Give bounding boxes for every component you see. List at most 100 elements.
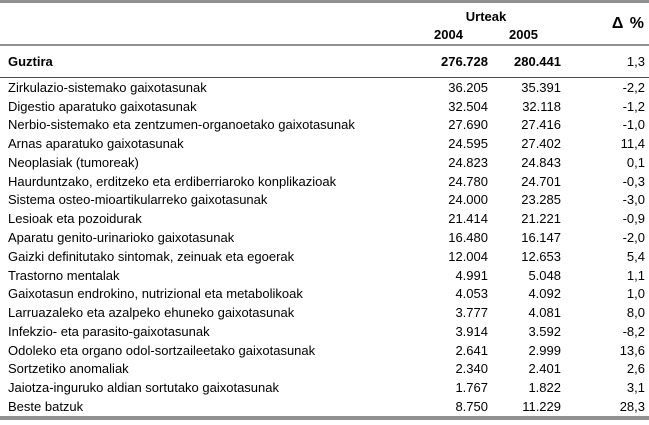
value-2004: 2.340: [455, 361, 488, 377]
value-delta: 1,0: [626, 286, 645, 302]
value-2004: 36.205: [448, 79, 488, 95]
value-delta: -3,0: [622, 192, 645, 208]
value-delta: 3,1: [626, 380, 645, 396]
value-2005: 23.285: [521, 192, 561, 208]
value-2005: 24.701: [521, 173, 561, 189]
value-2005: 3.592: [528, 323, 561, 339]
row-label: Arnas aparatuko gaixotasunak: [8, 136, 184, 152]
value-delta: -8,2: [622, 323, 645, 339]
value-2005: 12.653: [521, 248, 561, 264]
top-rule: [0, 0, 649, 3]
value-2005: 2.401: [528, 361, 561, 377]
value-2004: 4.991: [455, 267, 488, 283]
total-value-2005: 280.441: [514, 54, 561, 69]
value-delta: 5,4: [626, 248, 645, 264]
table-row: Arnas aparatuko gaixotasunak 24.595 27.4…: [0, 134, 649, 153]
table-row: Larruazaleko eta azalpeko ehuneko gaixot…: [0, 303, 649, 322]
value-2005: 27.402: [521, 136, 561, 152]
total-value-delta: 1,3: [626, 54, 645, 69]
column-header-2005: 2005: [509, 27, 538, 42]
value-2005: 1.822: [528, 380, 561, 396]
table-row: Jaiotza-inguruko aldian sortutako gaixot…: [0, 378, 649, 397]
value-2004: 27.690: [448, 117, 488, 133]
value-2005: 4.081: [528, 305, 561, 321]
row-label: Aparatu genito-urinarioko gaixotasunak: [8, 230, 235, 245]
table-row: Sistema osteo-mioartikularreko gaixotasu…: [0, 191, 649, 210]
value-2005: 4.092: [528, 286, 561, 302]
row-label: Gaixotasun endrokino, nutrizional eta me…: [8, 286, 303, 302]
header-spacer: [0, 3, 411, 44]
table-row: Infekzio- eta parasito-gaixotasunak 3.91…: [0, 322, 649, 341]
value-2005: 2.999: [528, 342, 561, 358]
row-label: Sistema osteo-mioartikularreko gaixotasu…: [8, 192, 268, 208]
value-2004: 8.750: [455, 398, 488, 414]
value-delta: 1,1: [626, 267, 645, 283]
table-body: Zirkulazio-sistemako gaixotasunak 36.205…: [0, 78, 649, 416]
value-delta: 8,0: [626, 305, 645, 321]
table-header: Urteak 2004 2005 Δ %: [0, 3, 649, 44]
table-row: Neoplasiak (tumoreak) 24.823 24.843 0,1: [0, 153, 649, 172]
value-2005: 27.416: [521, 117, 561, 133]
value-delta: -0,9: [622, 211, 645, 227]
table-row: Beste batzuk 8.750 11.229 28,3: [0, 397, 649, 416]
total-row: Guztira 276.728 280.441 1,3: [0, 46, 649, 77]
value-2004: 3.777: [455, 305, 488, 321]
row-label: Gaizki definitutako sintomak, zeinuak et…: [8, 248, 295, 264]
value-delta: -2,2: [622, 79, 645, 95]
value-2004: 24.780: [448, 173, 488, 189]
value-2005: 32.118: [522, 98, 561, 114]
table-row: Haurduntzako, erditzeko eta erdiberriaro…: [0, 172, 649, 191]
value-2004: 21.414: [448, 211, 488, 227]
value-delta: 0,1: [626, 154, 645, 170]
value-delta: 11,4: [620, 136, 645, 152]
row-label: Odoleko eta organo odol-sortzaileetako g…: [8, 342, 316, 358]
table-row: Digestio aparatuko gaixotasunak 32.504 3…: [0, 97, 649, 116]
row-label: Zirkulazio-sistemako gaixotasunak: [8, 79, 207, 95]
total-value-2004: 276.728: [441, 54, 488, 69]
table-row: Sortzetiko anomaliak 2.340 2.401 2,6: [0, 359, 649, 378]
year-headers: 2004 2005: [411, 26, 561, 44]
row-label: Digestio aparatuko gaixotasunak: [8, 98, 197, 114]
value-delta: 2,6: [626, 361, 645, 377]
value-2004: 16.480: [448, 230, 488, 245]
total-row-label: Guztira: [8, 54, 53, 69]
total-separator-rule: [0, 77, 649, 78]
value-2004: 3.914: [455, 323, 488, 339]
row-label: Trastorno mentalak: [8, 267, 120, 283]
column-header-2004: 2004: [434, 27, 463, 42]
value-2005: 21.221: [521, 211, 561, 227]
value-2004: 2.641: [455, 342, 488, 358]
bottom-rule: [0, 415, 649, 420]
header-rule: [0, 44, 649, 46]
row-label: Larruazaleko eta azalpeko ehuneko gaixot…: [8, 305, 295, 321]
value-delta: 13,6: [619, 342, 645, 358]
row-label: Nerbio-sistemako eta zentzumen-organoeta…: [8, 117, 355, 133]
row-label: Sortzetiko anomaliak: [8, 361, 129, 377]
years-group-header: Urteak: [465, 9, 507, 24]
table-row: Trastorno mentalak 4.991 5.048 1,1: [0, 266, 649, 285]
table-row: Aparatu genito-urinarioko gaixotasunak 1…: [0, 228, 649, 247]
row-label: Jaiotza-inguruko aldian sortutako gaixot…: [8, 380, 280, 396]
table-row: Odoleko eta organo odol-sortzaileetako g…: [0, 341, 649, 360]
row-label: Haurduntzako, erditzeko eta erdiberriaro…: [8, 173, 337, 189]
row-label: Lesioak eta pozoidurak: [8, 211, 142, 227]
value-delta: 28,3: [619, 398, 645, 414]
value-2005: 5.048: [528, 267, 561, 283]
value-delta: -1,2: [622, 98, 645, 114]
value-2005: 24.843: [521, 154, 561, 170]
value-2004: 32.504: [448, 98, 488, 114]
value-delta: -1,0: [622, 117, 645, 133]
value-2005: 16.147: [521, 230, 561, 245]
value-delta: -0,3: [622, 173, 645, 189]
value-2004: 24.823: [448, 154, 488, 170]
value-2005: 35.391: [521, 79, 561, 95]
value-2004: 12.004: [448, 248, 488, 264]
column-header-delta: Δ %: [611, 14, 645, 32]
table-row: Zirkulazio-sistemako gaixotasunak 36.205…: [0, 78, 649, 97]
row-label: Infekzio- eta parasito-gaixotasunak: [8, 323, 210, 339]
value-2004: 24.595: [448, 136, 488, 152]
row-label: Beste batzuk: [8, 398, 84, 414]
value-delta: -2,0: [622, 230, 645, 245]
value-2004: 24.000: [448, 192, 488, 208]
